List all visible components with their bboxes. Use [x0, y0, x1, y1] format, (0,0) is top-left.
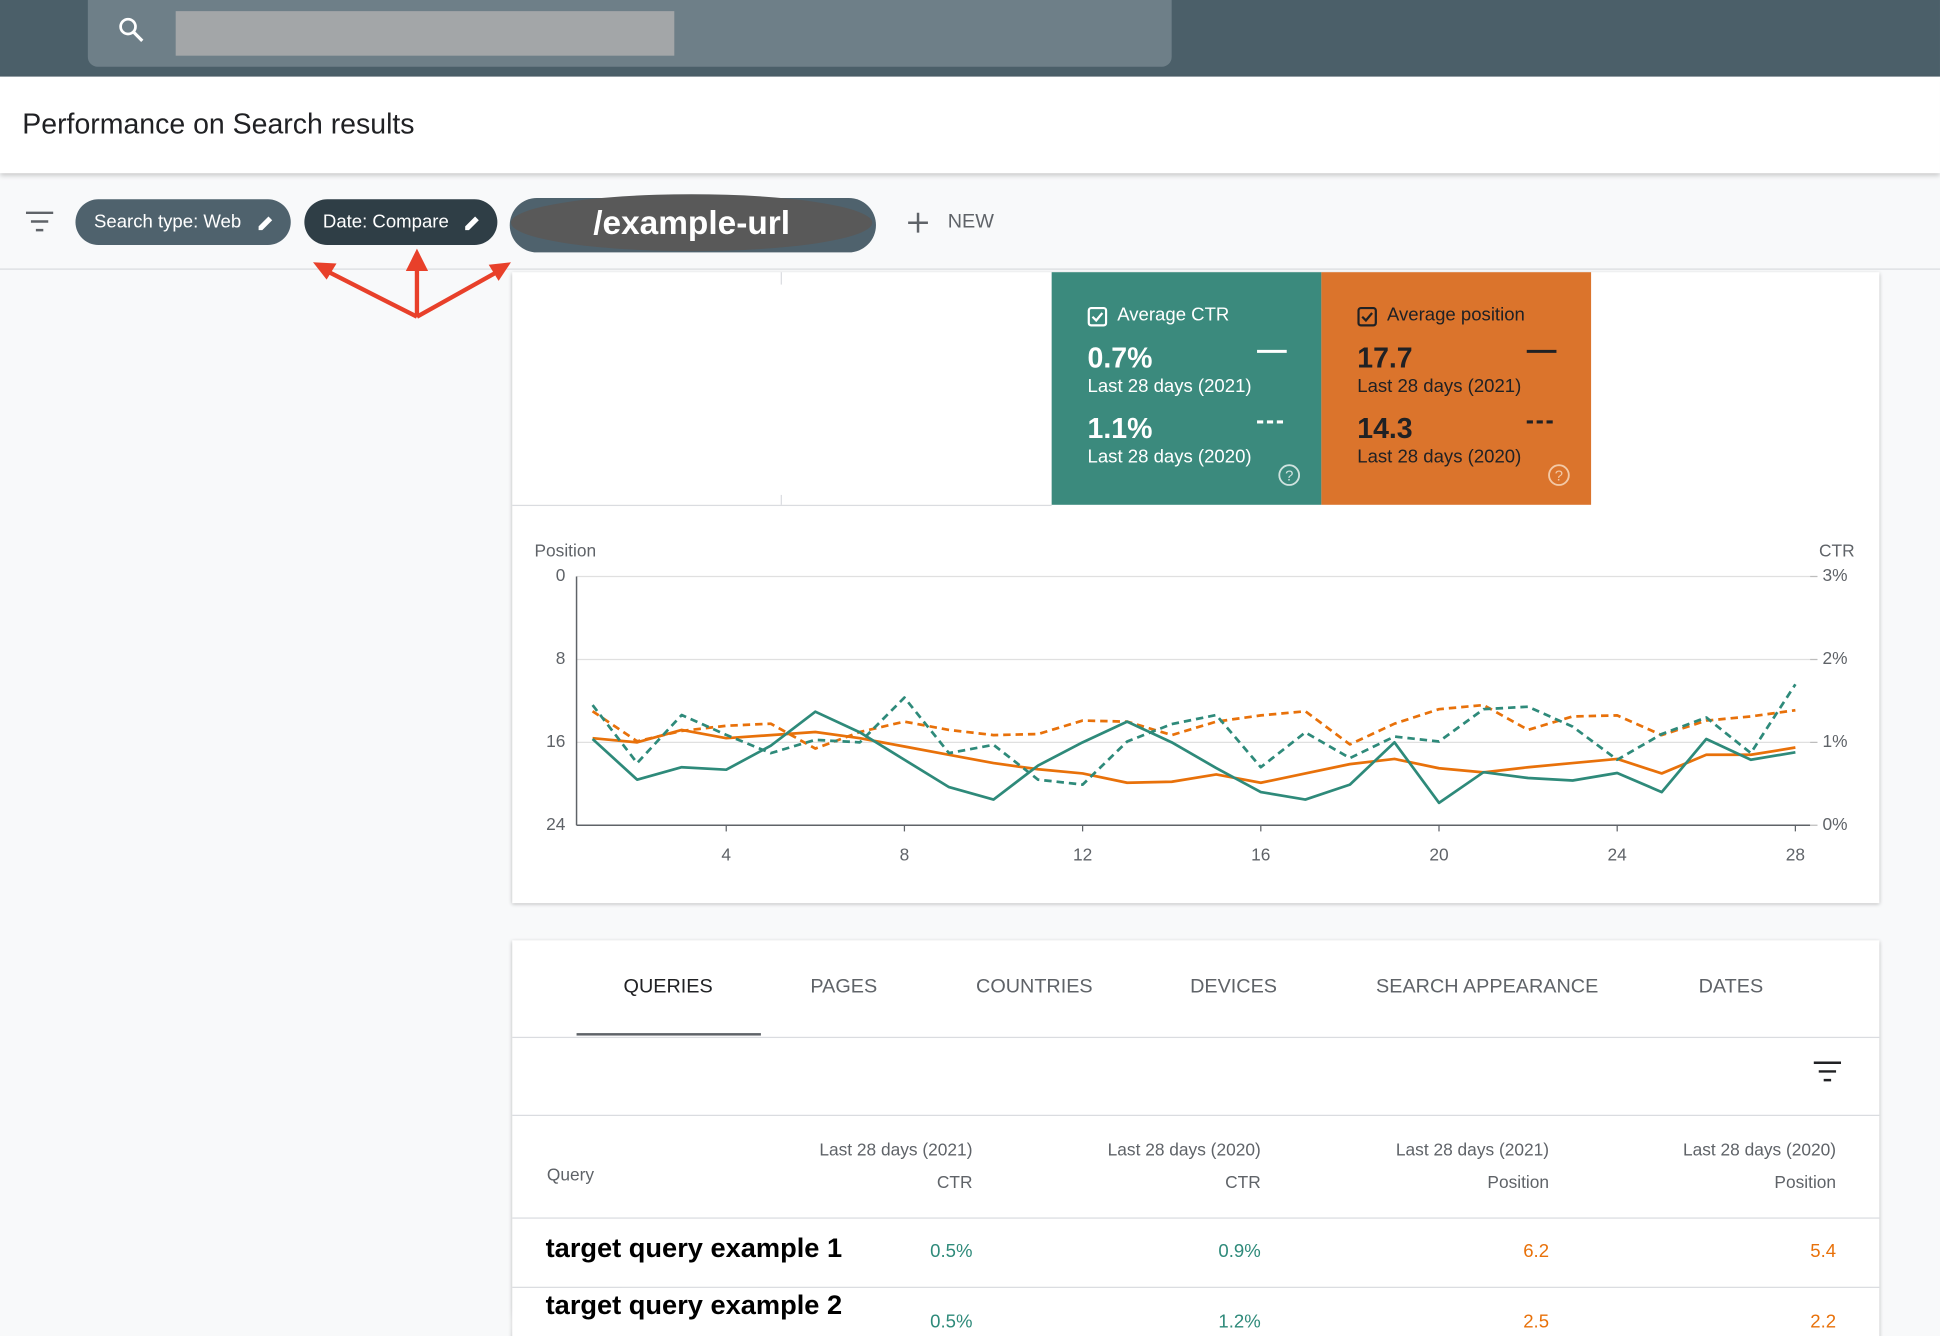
- divider: [512, 1286, 1880, 1288]
- filter-icon[interactable]: [25, 209, 55, 234]
- metric-period: Last 28 days (2021): [1357, 376, 1522, 398]
- line-style-key: [1526, 349, 1557, 424]
- metric-label: Average CTR: [1117, 304, 1230, 326]
- new-button[interactable]: NEW: [947, 211, 994, 233]
- metric-value: 1.1%: [1087, 412, 1153, 445]
- divider: [512, 1217, 1880, 1219]
- tab[interactable]: QUERIES: [623, 976, 713, 998]
- divider: [780, 272, 782, 285]
- query-cell[interactable]: target query example 1: [545, 1232, 843, 1264]
- divider: [780, 494, 782, 505]
- smudge: [522, 1308, 859, 1336]
- metric-value: 14.3: [1357, 412, 1413, 445]
- chart: Position CTR 0 8 16 24 3% 2% 1% 0% 4 8 12 16 20 24 28: [534, 540, 1855, 865]
- tab[interactable]: DATES: [1698, 976, 1764, 998]
- search-icon[interactable]: [116, 15, 146, 45]
- column-period: Last 28 days (2021): [819, 1139, 973, 1160]
- x-tick-label: 28: [1786, 845, 1805, 865]
- divider: [512, 1036, 1880, 1039]
- edit-icon: [465, 216, 479, 231]
- ctr-cell: 0.5%: [930, 1311, 973, 1333]
- annotation-arrows: [313, 248, 511, 319]
- y2-tick-label: 2%: [1822, 648, 1847, 668]
- filter-chip[interactable]: /example-url: [510, 194, 873, 252]
- tab[interactable]: SEARCH APPEARANCE: [1376, 976, 1599, 998]
- filter-chip[interactable]: Date: Compare: [304, 199, 498, 245]
- x-tick-label: 24: [1608, 845, 1628, 865]
- column-period: Last 28 days (2021): [1395, 1139, 1550, 1160]
- column-metric: Position: [1487, 1171, 1550, 1192]
- y2-axis-label: CTR: [1819, 540, 1855, 560]
- svg-text:?: ?: [1285, 469, 1293, 485]
- y2-tick-label: 3%: [1822, 565, 1847, 585]
- chip-label: /example-url: [593, 203, 791, 241]
- y-axis-label: Position: [534, 540, 596, 560]
- svg-text:?: ?: [1555, 469, 1563, 485]
- column-metric: CTR: [1225, 1171, 1261, 1192]
- column-period: Last 28 days (2020): [1107, 1139, 1261, 1160]
- metric-card[interactable]: Average CTR 0.7% Last 28 days (2021) 1.1…: [1051, 272, 1322, 505]
- ctr-cell: 0.5%: [930, 1240, 973, 1262]
- position-cell: 2.5: [1523, 1311, 1550, 1333]
- page-title: Performance on Search results: [22, 107, 415, 140]
- title-bar: [0, 76, 1940, 174]
- chip-label: Search type: Web: [94, 211, 242, 233]
- series-line-dashed: [591, 703, 1796, 750]
- x-tick-label: 4: [721, 845, 731, 865]
- y-tick-label: 8: [556, 648, 566, 668]
- y2-tick-label: 1%: [1822, 731, 1847, 751]
- column-header: Query: [546, 1164, 595, 1185]
- metric-card[interactable]: Average position 17.7 Last 28 days (2021…: [1321, 272, 1592, 505]
- redacted-text: [175, 11, 675, 56]
- x-tick-label: 12: [1073, 845, 1092, 865]
- x-tick-label: 20: [1429, 845, 1448, 865]
- x-tick-label: 16: [1251, 845, 1270, 865]
- ctr-cell: 0.9%: [1218, 1240, 1261, 1262]
- metric-period: Last 28 days (2020): [1357, 446, 1522, 468]
- chip-label: Date: Compare: [322, 211, 449, 233]
- divider: [512, 1114, 1880, 1116]
- tab[interactable]: PAGES: [810, 976, 878, 998]
- table-filter-icon[interactable]: [1813, 1060, 1843, 1082]
- metric-period: Last 28 days (2021): [1087, 376, 1252, 398]
- edit-icon: [258, 216, 273, 231]
- ctr-cell: 1.2%: [1218, 1311, 1261, 1333]
- y-tick-label: 16: [546, 731, 565, 751]
- tab[interactable]: DEVICES: [1190, 976, 1277, 998]
- column-period: Last 28 days (2020): [1682, 1139, 1837, 1160]
- help-icon[interactable]: ?: [1277, 463, 1302, 488]
- metric-value: 0.7%: [1087, 341, 1153, 374]
- y-tick-label: 0: [556, 565, 566, 585]
- series-line: [592, 728, 1796, 785]
- x-tick-label: 8: [900, 845, 910, 865]
- metric-period: Last 28 days (2020): [1087, 446, 1252, 468]
- column-metric: Position: [1774, 1171, 1837, 1192]
- divider: [0, 268, 1940, 270]
- position-cell: 2.2: [1810, 1311, 1837, 1333]
- divider: [512, 504, 1052, 507]
- position-cell: 5.4: [1810, 1240, 1837, 1262]
- help-icon[interactable]: ?: [1547, 463, 1572, 488]
- checkbox[interactable]: [1357, 306, 1377, 327]
- series-line: [591, 710, 1796, 805]
- table-card: [512, 940, 1880, 1336]
- position-cell: 6.2: [1523, 1240, 1550, 1262]
- y2-tick-label: 0%: [1822, 814, 1847, 834]
- query-cell[interactable]: target query example 2: [545, 1289, 843, 1321]
- metric-value: 17.7: [1357, 341, 1413, 374]
- metric-label: Average position: [1386, 304, 1525, 326]
- y-tick-label: 24: [546, 814, 566, 834]
- tab-indicator: [576, 1033, 761, 1036]
- add-icon[interactable]: [906, 210, 931, 235]
- tab[interactable]: COUNTRIES: [976, 976, 1093, 998]
- line-style-key: [1257, 349, 1287, 424]
- checkbox[interactable]: [1087, 306, 1108, 327]
- filter-chip[interactable]: Search type: Web: [75, 199, 291, 245]
- column-metric: CTR: [936, 1171, 973, 1192]
